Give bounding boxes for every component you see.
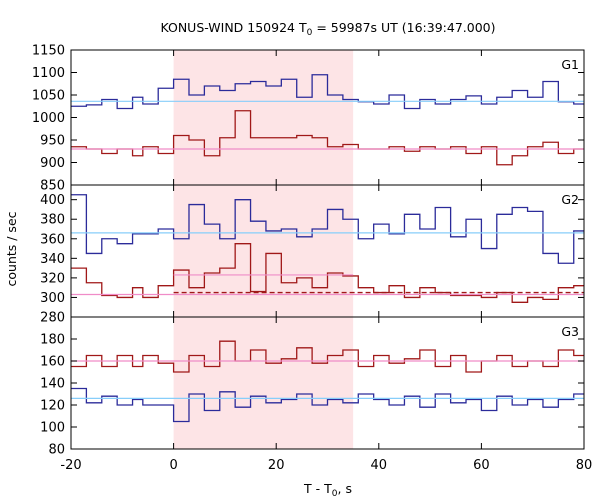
g3-panel-label: G3 — [561, 324, 579, 339]
x-tick-label: 40 — [371, 458, 388, 473]
g3-ytick-label: 120 — [40, 399, 65, 414]
g1-ytick-label: 950 — [40, 134, 65, 149]
g3-ytick-label: 140 — [40, 377, 65, 392]
plot-area: 8509009501000105011001150G12803003203403… — [32, 44, 592, 474]
g2-ytick-label: 300 — [40, 291, 65, 306]
g1-ytick-label: 1000 — [32, 111, 65, 126]
x-tick-label: 0 — [169, 458, 177, 473]
g2-ytick-label: 380 — [40, 213, 65, 228]
g1-ytick-label: 1050 — [32, 89, 65, 104]
highlight-interval — [173, 50, 354, 449]
g3-ytick-label: 160 — [40, 355, 65, 370]
g1-ytick-label: 1150 — [32, 44, 65, 59]
g1-ytick-label: 1100 — [32, 66, 65, 81]
g3-blue-series-series-line-1 — [71, 387, 584, 423]
g1-ytick-label: 850 — [40, 179, 65, 194]
g2-ytick-label: 400 — [40, 193, 65, 208]
g2-blue-series-series-line-0 — [71, 194, 584, 264]
g1-ytick-label: 900 — [40, 156, 65, 171]
x-tick-label: 80 — [576, 458, 593, 473]
x-tick-label: -20 — [60, 458, 81, 473]
x-tick-label: 60 — [473, 458, 490, 473]
g2-ytick-label: 360 — [40, 232, 65, 247]
g3-ytick-label: 80 — [48, 443, 65, 458]
g3-panel-frame — [70, 316, 585, 450]
y-axis-label: counts / sec — [4, 211, 19, 286]
g3-ytick-label: 180 — [40, 333, 65, 348]
x-tick-label: 20 — [268, 458, 285, 473]
g2-panel-label: G2 — [561, 192, 579, 207]
g2-ytick-label: 280 — [40, 311, 65, 326]
g1-red-series-series-line-1 — [71, 110, 584, 166]
g3-ytick-label: 100 — [40, 421, 65, 436]
g2-ytick-label: 320 — [40, 271, 65, 286]
g2-ytick-label: 340 — [40, 252, 65, 267]
g1-panel-label: G1 — [561, 57, 579, 72]
chart-title: KONUS-WIND 150924 T0 = 59987s UT (16:39:… — [160, 20, 495, 38]
x-axis-label: T - T0, s — [303, 481, 352, 499]
g3-red-series-series-line-0 — [71, 340, 584, 373]
